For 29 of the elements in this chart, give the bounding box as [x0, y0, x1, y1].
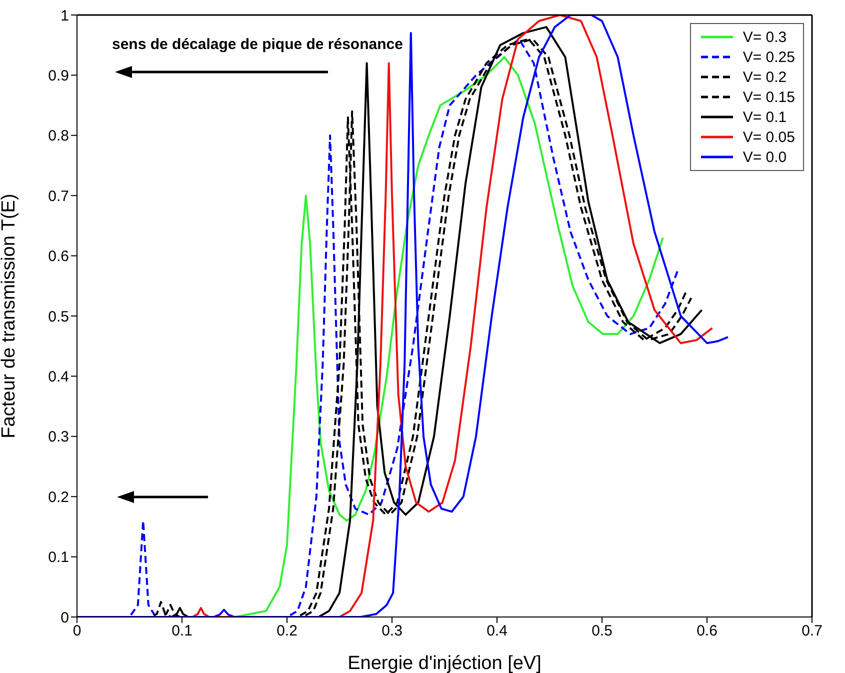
y-tick-label: 0.9: [48, 68, 69, 85]
y-tick-label: 1: [60, 7, 69, 24]
legend-label: V= 0.2: [742, 68, 787, 86]
legend-label: V= 0.15: [742, 88, 795, 106]
x-tick-label: 0.5: [592, 622, 612, 640]
y-tick-label: 0.8: [48, 128, 69, 145]
y-tick-label: 0.2: [48, 488, 69, 506]
y-axis-title: Facteur de transmission T(E): [0, 194, 20, 438]
legend-label: V= 0.1: [742, 108, 787, 126]
legend-label: V= 0.25: [742, 48, 795, 66]
y-tick-label: 0.3: [48, 428, 69, 446]
legend-label: V= 0.05: [742, 128, 795, 146]
x-axis-title: Energie d'injéction [eV]: [348, 653, 542, 673]
y-tick-label: 0.4: [48, 368, 69, 386]
x-tick-label: 0: [72, 622, 82, 640]
x-tick-label: 0.4: [486, 622, 508, 640]
y-tick-label: 0.6: [48, 248, 69, 266]
y-tick-label: 0.7: [48, 188, 69, 205]
legend-label: V= 0.0: [742, 148, 787, 166]
x-tick-label: 0.3: [382, 622, 402, 640]
legend-label: V= 0.3: [742, 28, 787, 46]
annotation: sens de décalage de pique de résonance: [112, 36, 403, 53]
y-tick-label: 0.5: [48, 308, 69, 326]
x-tick-label: 0.2: [276, 622, 298, 640]
x-tick-label: 0.1: [172, 622, 192, 640]
x-tick-label: 0.7: [802, 622, 822, 640]
y-tick-label: 0.1: [48, 549, 69, 566]
y-tick-label: 0: [60, 609, 69, 626]
x-tick-label: 0.6: [696, 622, 718, 640]
